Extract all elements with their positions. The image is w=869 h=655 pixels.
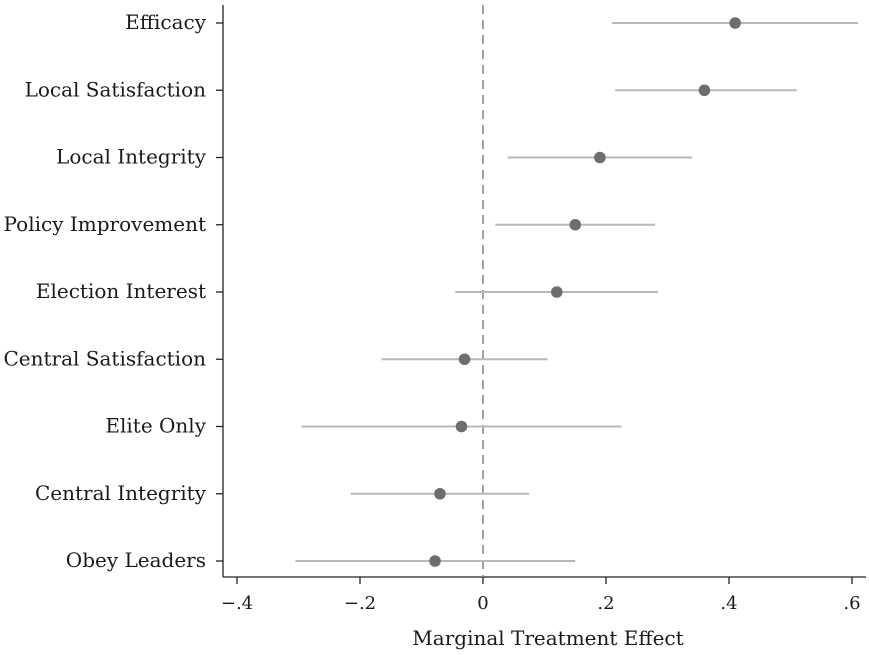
estimate-point bbox=[729, 17, 741, 29]
y-tick-label: Central Integrity bbox=[35, 481, 207, 505]
y-tick-label: Central Satisfaction bbox=[4, 346, 207, 370]
estimate-point bbox=[455, 420, 468, 433]
x-tick-label: .2 bbox=[597, 593, 614, 614]
x-axis-title: Marginal Treatment Effect bbox=[412, 626, 683, 650]
estimate-point bbox=[698, 84, 711, 97]
point-layer bbox=[429, 17, 741, 567]
estimate-point bbox=[458, 353, 471, 366]
estimate-point bbox=[429, 555, 441, 567]
estimate-point bbox=[569, 218, 582, 231]
ci-layer bbox=[295, 22, 859, 562]
y-tick-label: Election Interest bbox=[36, 279, 206, 303]
y-tick-label: Local Integrity bbox=[56, 145, 207, 169]
estimate-point bbox=[434, 487, 446, 500]
x-ticks: −.4 −.2 0 .2 .4 .6 bbox=[221, 577, 861, 614]
x-tick-label: 0 bbox=[477, 593, 488, 614]
estimate-point bbox=[551, 286, 563, 298]
x-tick-label: .4 bbox=[720, 593, 737, 614]
x-tick-label: −.4 bbox=[221, 593, 253, 614]
y-tick-label: Policy Improvement bbox=[4, 212, 206, 236]
y-tick-label: Local Satisfaction bbox=[25, 77, 207, 101]
estimate-point bbox=[594, 151, 606, 164]
y-tick-label: Obey Leaders bbox=[66, 548, 206, 572]
y-tick-label: Efficacy bbox=[125, 10, 207, 34]
x-tick-label: .6 bbox=[843, 593, 860, 614]
plot-frame bbox=[216, 5, 866, 578]
y-tick-label: Elite Only bbox=[105, 414, 206, 438]
x-tick-label: −.2 bbox=[344, 593, 376, 614]
y-labels: Efficacy Local Satisfaction Local Integrit… bbox=[4, 10, 207, 572]
